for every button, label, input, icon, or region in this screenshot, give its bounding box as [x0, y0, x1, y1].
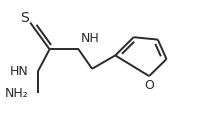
Text: O: O: [144, 79, 154, 92]
Text: NH: NH: [80, 32, 99, 45]
Text: S: S: [20, 11, 29, 25]
Text: NH₂: NH₂: [5, 87, 28, 100]
Text: HN: HN: [9, 65, 28, 78]
